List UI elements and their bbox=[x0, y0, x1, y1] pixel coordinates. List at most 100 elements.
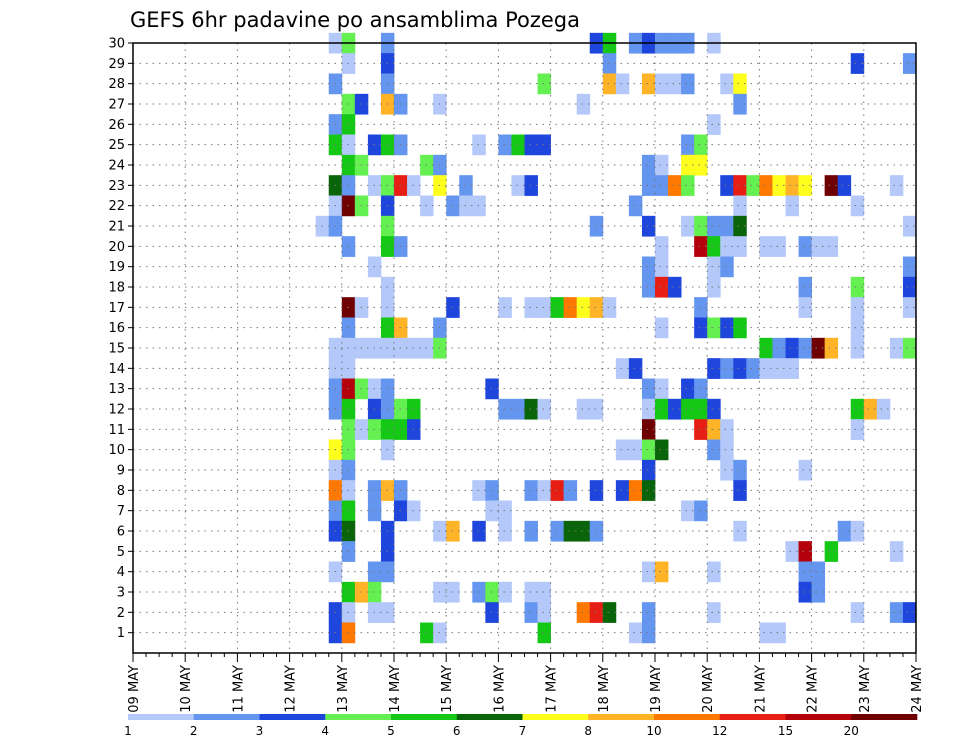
y-tick-label: 6 bbox=[117, 525, 125, 540]
y-tick-label: 15 bbox=[108, 342, 125, 357]
precip-cell bbox=[641, 602, 656, 623]
heatmap-cells bbox=[315, 32, 917, 644]
precip-cell bbox=[850, 297, 865, 318]
precip-cell bbox=[798, 175, 812, 196]
precip-cell bbox=[681, 154, 695, 176]
x-tick-label: 17 MAY bbox=[545, 665, 560, 713]
precip-cell bbox=[641, 215, 656, 237]
precip-cell bbox=[485, 378, 499, 400]
precip-cell bbox=[850, 195, 865, 217]
colorbar-label: 6 bbox=[453, 724, 461, 738]
precip-cell bbox=[733, 73, 747, 95]
precip-cell bbox=[524, 134, 538, 156]
colorbar-label: 4 bbox=[321, 724, 329, 738]
precip-cell bbox=[485, 480, 499, 501]
x-tick-label: 22 MAY bbox=[806, 665, 821, 713]
precip-cell bbox=[524, 581, 538, 603]
y-tick-label: 14 bbox=[108, 362, 125, 377]
colorbar-label: 5 bbox=[387, 724, 395, 738]
precip-cell bbox=[668, 73, 682, 95]
precip-cell bbox=[641, 419, 656, 440]
precip-cell bbox=[876, 398, 891, 420]
precip-cell bbox=[681, 175, 695, 196]
x-tick-label: 10 MAY bbox=[179, 665, 194, 713]
precip-cell bbox=[733, 358, 747, 379]
precip-cell bbox=[576, 297, 591, 318]
colorbar-swatch bbox=[128, 714, 195, 720]
precip-cell bbox=[720, 215, 734, 237]
y-tick-label: 4 bbox=[117, 565, 125, 580]
y-tick-label: 5 bbox=[117, 545, 125, 560]
precip-cell bbox=[576, 398, 591, 420]
precip-cell bbox=[641, 276, 656, 298]
y-tick-label: 18 bbox=[108, 281, 125, 296]
precip-cell bbox=[759, 175, 773, 196]
precip-cell bbox=[628, 622, 643, 644]
precip-cell bbox=[655, 175, 669, 196]
precip-cell bbox=[537, 480, 551, 501]
precip-cell bbox=[720, 439, 734, 461]
precip-cell bbox=[759, 622, 773, 644]
precip-cell bbox=[641, 622, 656, 644]
precip-cell bbox=[798, 236, 812, 257]
x-tick-label: 21 MAY bbox=[753, 665, 768, 713]
colorbar-swatch bbox=[522, 714, 589, 720]
precip-cell bbox=[707, 602, 721, 623]
precip-cell bbox=[707, 358, 721, 379]
precip-cell bbox=[707, 419, 721, 440]
precip-cell bbox=[498, 581, 512, 603]
precip-cell bbox=[655, 236, 669, 257]
precip-cell bbox=[537, 73, 551, 95]
precip-cell bbox=[720, 256, 734, 278]
colorbar-swatch bbox=[456, 714, 523, 720]
precip-cell bbox=[524, 602, 538, 623]
x-tick-label: 09 MAY bbox=[127, 665, 142, 713]
precip-cell bbox=[850, 53, 865, 74]
colorbar-swatch bbox=[325, 714, 392, 720]
grid-lines bbox=[133, 43, 916, 653]
x-axis: 09 MAY 10 MAY 11 MAY 12 MAY 13 MAY 14 MAY 15 M… bbox=[127, 653, 925, 713]
precip-cell bbox=[720, 459, 734, 481]
precip-cell bbox=[681, 500, 695, 522]
y-tick-label: 19 bbox=[108, 260, 125, 275]
precip-cell bbox=[589, 297, 604, 318]
x-tick-label: 24 MAY bbox=[910, 665, 925, 713]
colorbar-swatch bbox=[654, 714, 721, 720]
precip-cell bbox=[472, 520, 486, 542]
precip-cell bbox=[655, 561, 669, 583]
precip-cell bbox=[694, 154, 708, 176]
precip-cell bbox=[746, 358, 760, 379]
precip-cell bbox=[707, 114, 721, 135]
precip-cell bbox=[785, 195, 799, 217]
colorbar-swatch bbox=[719, 714, 786, 720]
precip-cell bbox=[824, 175, 839, 196]
colorbar-label: 1 bbox=[124, 724, 132, 738]
colorbar-label: 20 bbox=[844, 724, 859, 738]
precip-cell bbox=[537, 602, 551, 623]
precip-cell bbox=[772, 337, 786, 359]
precip-cell bbox=[576, 520, 591, 542]
y-tick-label: 1 bbox=[117, 626, 125, 641]
y-tick-label: 16 bbox=[108, 321, 125, 336]
precip-cell bbox=[824, 236, 839, 257]
precip-cell bbox=[628, 358, 643, 379]
precip-cell bbox=[798, 276, 812, 298]
precip-cell bbox=[902, 53, 917, 74]
precip-cell bbox=[863, 398, 878, 420]
precip-cell bbox=[837, 175, 852, 196]
precip-cell bbox=[537, 297, 551, 318]
colorbar-label: 7 bbox=[519, 724, 527, 738]
precip-cell bbox=[550, 480, 565, 501]
precip-cell bbox=[694, 398, 708, 420]
colorbar: 1 2 3 4 5 6 7 8 10 12 15 20 bbox=[124, 714, 918, 738]
precip-cell bbox=[772, 358, 786, 379]
colorbar-swatch bbox=[588, 714, 655, 720]
precip-cell bbox=[733, 317, 747, 339]
precip-cell bbox=[733, 195, 747, 217]
precip-cell bbox=[655, 439, 669, 461]
precip-cell bbox=[746, 175, 760, 196]
precip-cell bbox=[850, 337, 865, 359]
x-tick-label: 14 MAY bbox=[388, 665, 403, 713]
precip-cell bbox=[550, 520, 565, 542]
precip-cell bbox=[641, 73, 656, 95]
